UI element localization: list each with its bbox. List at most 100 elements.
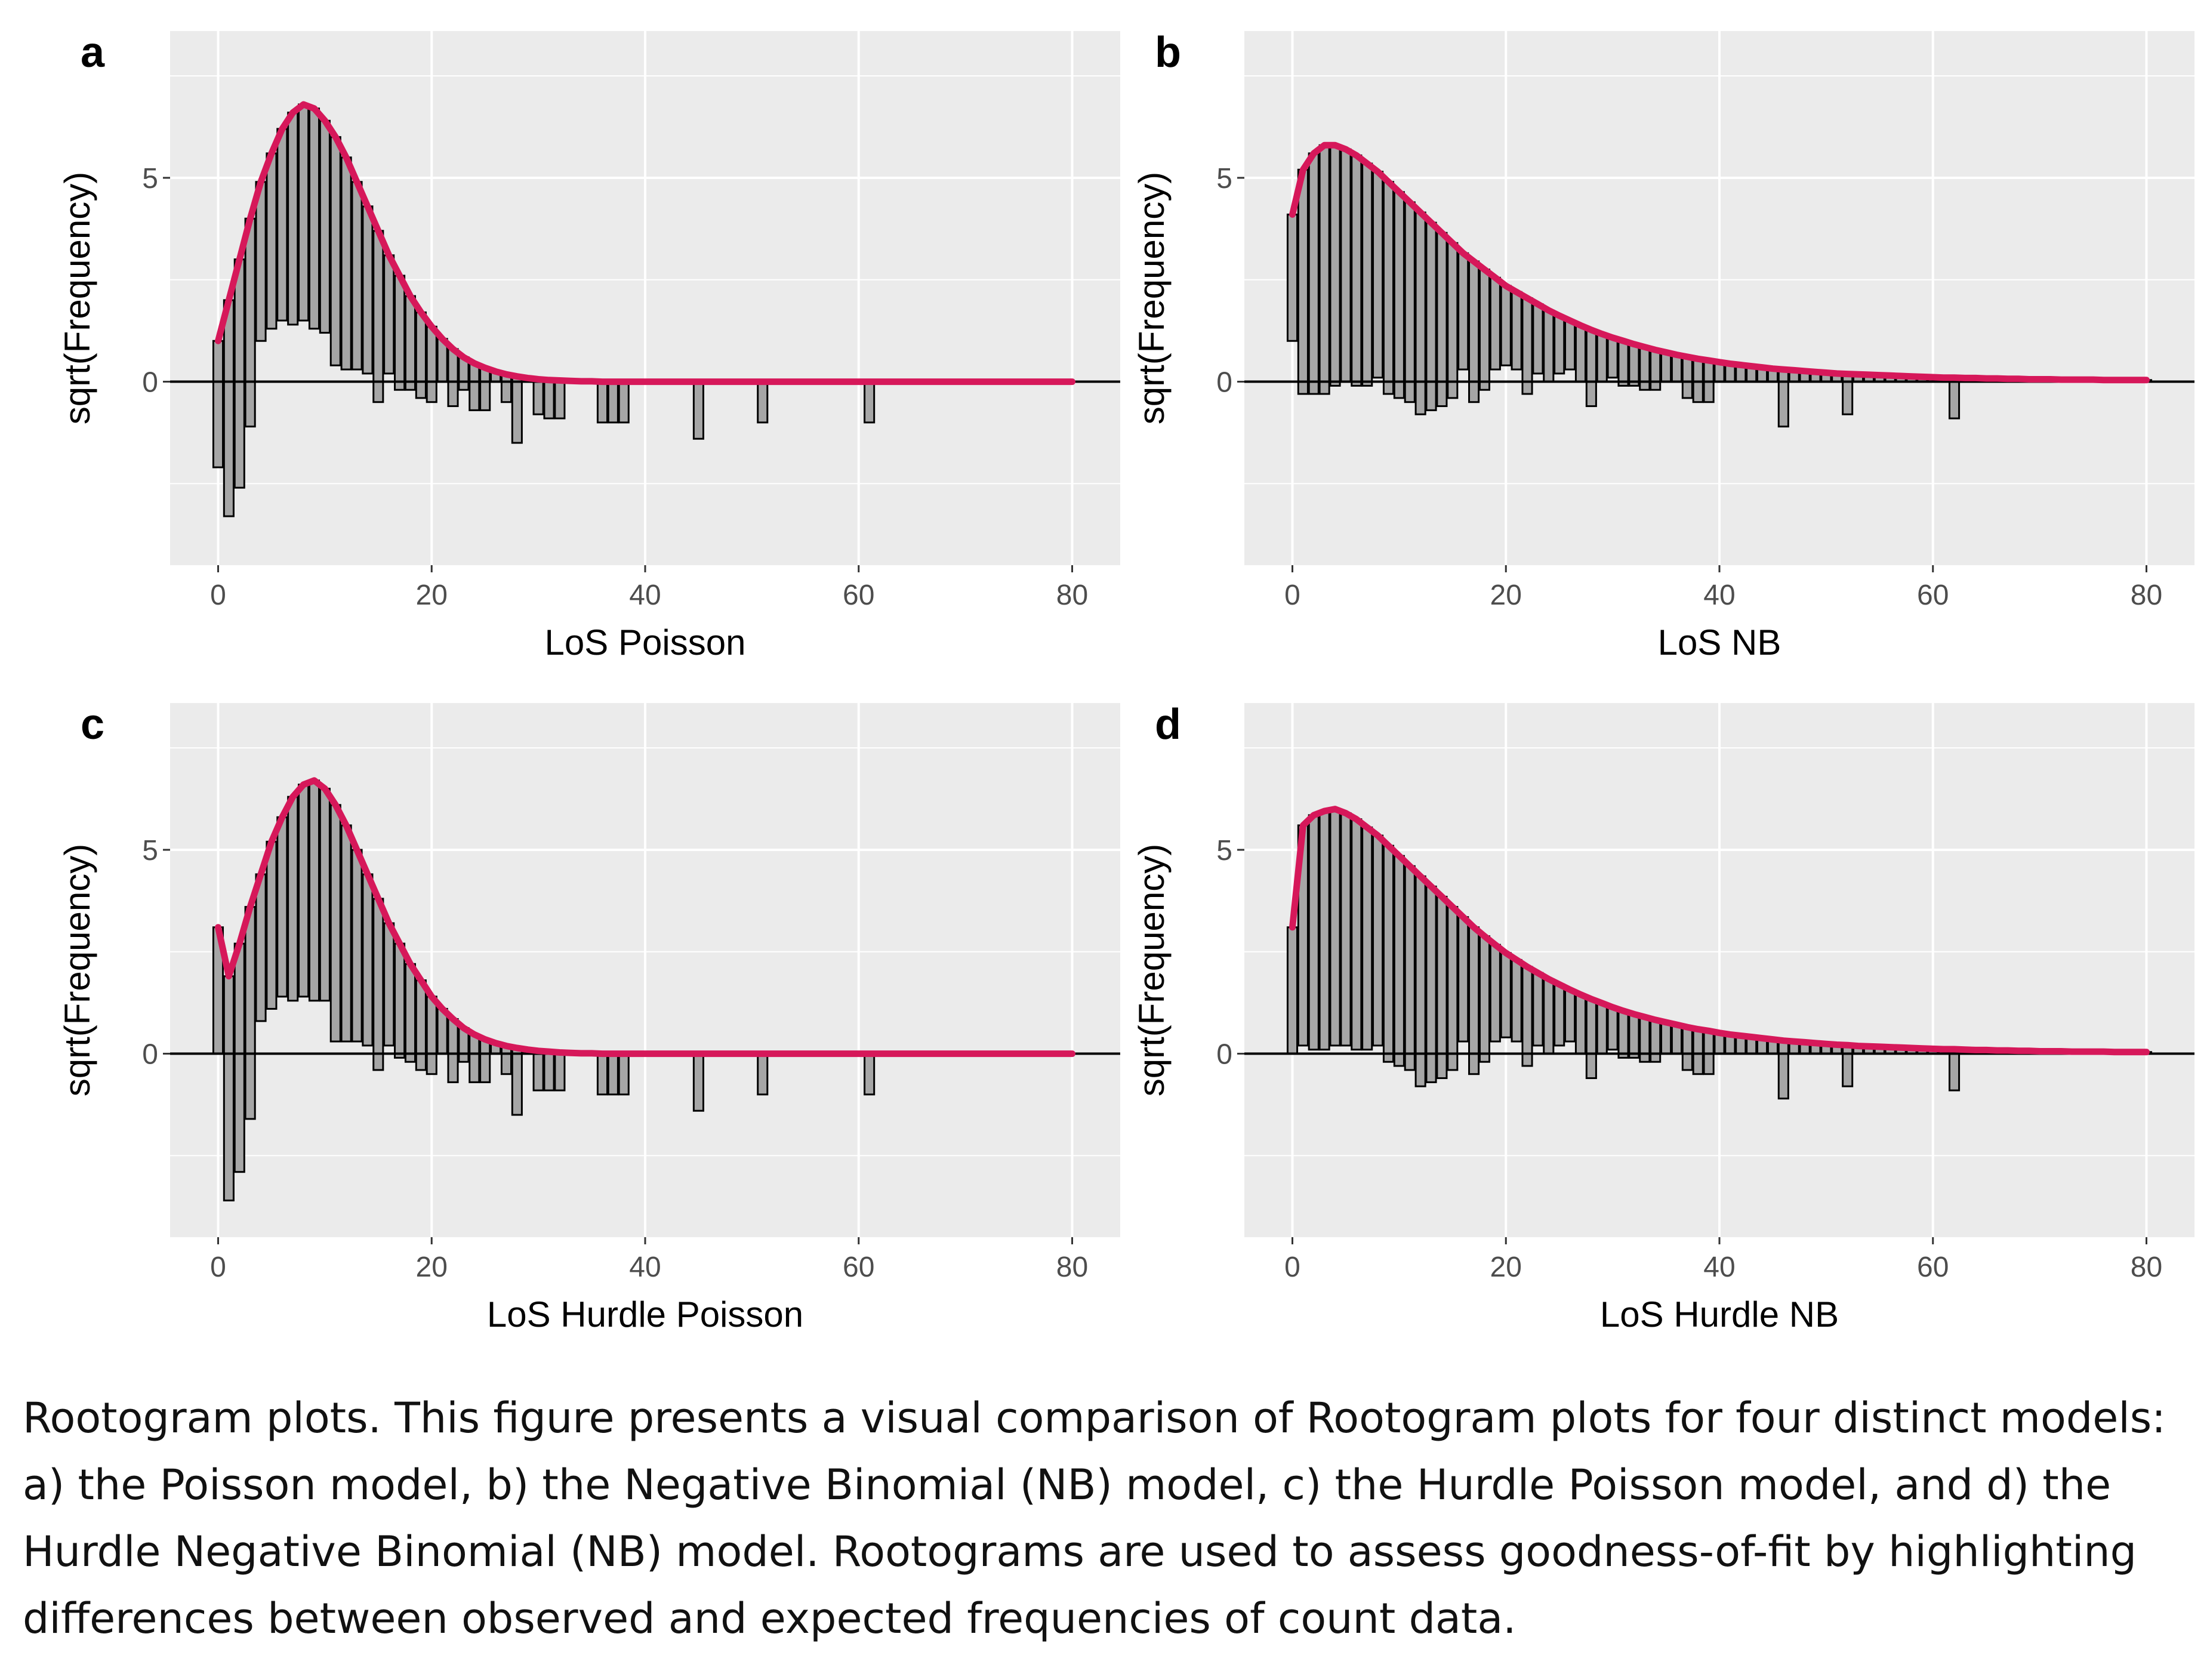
rootogram-bar [329, 136, 341, 366]
x-tick-label: 80 [2131, 579, 2162, 611]
rootogram-bar [1554, 983, 1565, 1047]
rootogram-bar [1692, 357, 1704, 403]
expected-frequency-curve [215, 777, 1075, 1058]
x-tick-label: 20 [416, 579, 448, 611]
rootogram-bar [255, 181, 267, 342]
rootogram-bar [1628, 343, 1640, 387]
rootogram-bar [1521, 966, 1533, 1067]
rootogram-bar [266, 152, 278, 330]
rootogram-bar [1457, 252, 1469, 371]
rootogram-bar [1650, 1019, 1662, 1063]
rootogram-bar [618, 381, 630, 424]
rootogram-bar [1596, 333, 1608, 383]
rootogram-bar [298, 784, 310, 998]
rootogram-bar [415, 311, 427, 399]
y-tick-label: 0 [142, 1039, 158, 1071]
rootogram-bar [1286, 926, 1299, 1055]
rootogram-bar [1585, 329, 1597, 408]
rootogram-bar [404, 295, 417, 391]
rootogram-bar [1393, 191, 1405, 399]
panel-a: 0 20 40 60 80 0 5 LoS Poisson sqrt(Frequency) a [57, 29, 1120, 662]
rootogram-bar [223, 299, 235, 517]
figure-caption: Rootogram plots. This figure presents a … [23, 1394, 2166, 1643]
rootogram-bar [543, 1050, 555, 1092]
rootogram-bar [1393, 855, 1405, 1067]
rootogram-bar [1447, 242, 1459, 399]
rootogram-bar [1585, 998, 1597, 1080]
x-axis-title: LoS Poisson [545, 622, 746, 662]
rootogram-bar [607, 381, 619, 424]
rootogram-bar [1692, 1028, 1704, 1075]
rootogram-bar [554, 1052, 566, 1092]
rootogram-bar [1511, 291, 1522, 371]
rootogram-bar [1478, 269, 1491, 391]
x-tick-label: 40 [629, 1251, 661, 1283]
rootogram-bar [1318, 810, 1330, 1051]
x-axis-title: LoS Hurdle Poisson [487, 1294, 803, 1334]
rootogram-bar [607, 1053, 619, 1096]
rootogram-bar [1681, 356, 1693, 399]
rootogram-bar [404, 963, 417, 1063]
panel-c: 0 20 40 60 80 0 5 LoS Hurdle Poisson sqrt(Freque… [57, 701, 1120, 1334]
rootogram-bar [1617, 340, 1629, 387]
rootogram-bar [1660, 351, 1672, 383]
rootogram-bar [1404, 201, 1416, 403]
rootogram-bar [500, 373, 513, 403]
x-tick-label: 0 [210, 579, 226, 611]
expected-frequency-curve [1289, 141, 2150, 384]
rootogram-bar [1607, 337, 1619, 379]
rootogram-bar [1351, 818, 1363, 1051]
rootogram-bar [276, 128, 288, 322]
rootogram-bar [1660, 1021, 1672, 1055]
rootogram-bar [1308, 814, 1320, 1051]
rootogram-bar [479, 1038, 491, 1083]
rootogram-bar [692, 381, 704, 440]
y-axis-title: sqrt(Frequency) [57, 844, 97, 1096]
rootogram-bar [383, 922, 395, 1047]
rootogram-bar [1382, 181, 1395, 395]
rootogram-figure: 0 20 40 60 80 0 5 LoS Poisson sqrt(Frequency) a 0 2… [57, 29, 2194, 1334]
rootogram-bar [1500, 285, 1512, 366]
rootogram-bar [351, 849, 363, 1043]
x-tick-label: 60 [1917, 579, 1949, 611]
rootogram-bar [1670, 1024, 1682, 1055]
rootogram-bar [244, 906, 256, 1120]
rootogram-bar [511, 375, 523, 444]
x-tick-label: 20 [1490, 1251, 1522, 1283]
x-tick-label: 60 [843, 579, 874, 611]
rootogram-bar [864, 381, 876, 424]
y-tick-label: 5 [1216, 835, 1232, 867]
y-tick-label: 5 [142, 163, 158, 195]
rootogram-bar [1564, 988, 1576, 1043]
rootogram-bar [554, 380, 566, 420]
rootogram-bar [362, 873, 374, 1047]
rootogram-bar [1554, 315, 1565, 375]
rootogram-bar [1436, 896, 1448, 1080]
rootogram-bar [532, 1050, 544, 1092]
rootogram-bar [1639, 1016, 1651, 1063]
rootogram-bar [426, 325, 437, 403]
rootogram-bar [372, 898, 384, 1071]
y-tick-label: 5 [1216, 163, 1232, 195]
rootogram-bar [233, 942, 245, 1173]
rootogram-bar [1650, 349, 1662, 391]
rootogram-bar [532, 378, 544, 415]
rootogram-bar [1361, 162, 1373, 387]
rootogram-bar [447, 348, 459, 408]
rootogram-bar [1948, 1048, 1961, 1092]
rootogram-bar [298, 103, 310, 322]
rootogram-bar [1511, 958, 1522, 1043]
rootogram-bar [618, 1053, 630, 1096]
x-tick-label: 60 [1917, 1251, 1949, 1283]
y-tick-label: 0 [1216, 1039, 1232, 1071]
rootogram-bar [1617, 1010, 1629, 1059]
rootogram-svg: 0 20 40 60 80 0 5 LoS Poisson sqrt(Frequency) a 0 2… [57, 29, 2194, 1334]
rootogram-bar [1543, 309, 1555, 383]
rootogram-bar [266, 840, 278, 1010]
x-tick-label: 20 [1490, 579, 1522, 611]
rootogram-bar [1703, 1029, 1715, 1075]
rootogram-bar [1607, 1006, 1619, 1051]
x-tick-label: 60 [843, 1251, 874, 1283]
y-axis-title: sqrt(Frequency) [57, 172, 97, 424]
rootogram-bar [596, 381, 608, 424]
